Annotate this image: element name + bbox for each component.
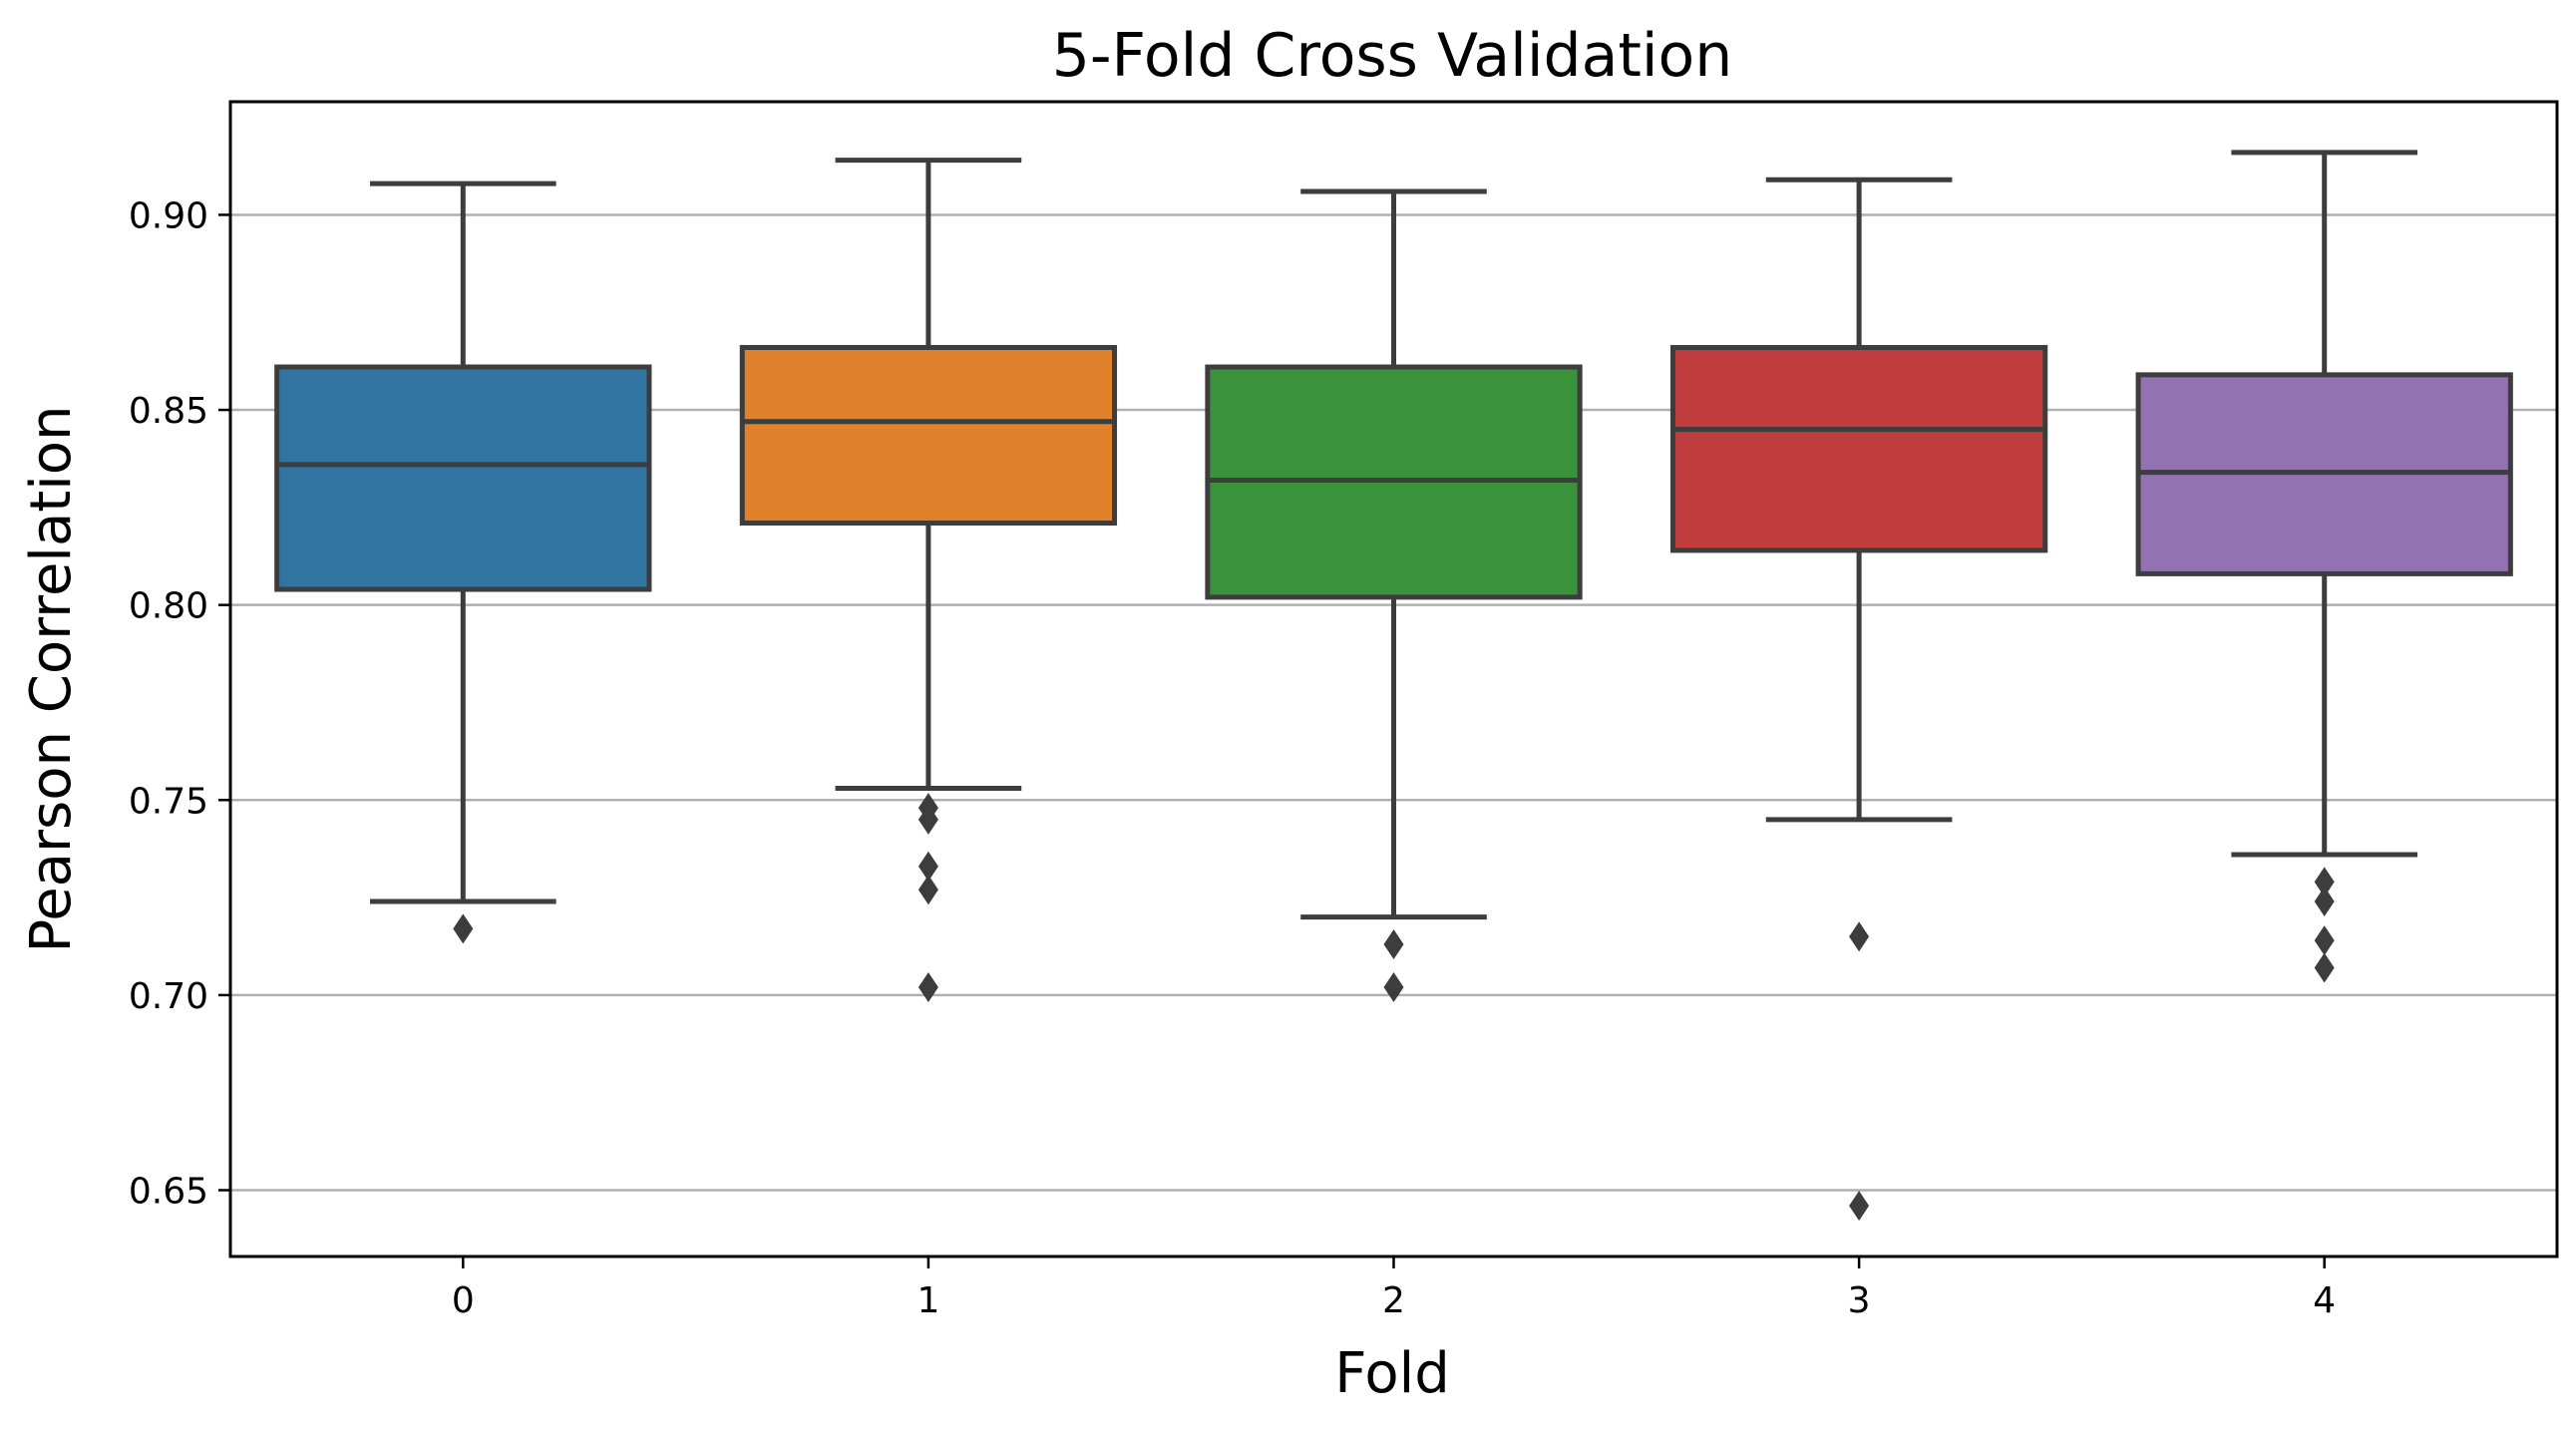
box-iqr — [739, 344, 1118, 527]
outlier-point — [1383, 972, 1404, 1003]
outlier-point — [2314, 867, 2335, 897]
box-fold-2 — [1205, 188, 1583, 1003]
x-tick-label: 0 — [452, 1280, 475, 1321]
y-tick-label: 0.85 — [129, 391, 208, 432]
box-fold-0 — [274, 180, 652, 944]
outlier-point — [918, 851, 938, 882]
box-iqr — [1669, 344, 2048, 553]
box-series — [274, 150, 2513, 1222]
outlier-point — [1849, 1191, 1870, 1222]
outlier-point — [2314, 925, 2335, 956]
x-tick-label: 1 — [917, 1280, 939, 1321]
box-iqr — [274, 364, 652, 592]
outlier-point — [918, 804, 938, 835]
y-axis: 0.65 0.70 0.75 0.80 0.85 0.90 — [129, 195, 230, 1212]
box-fold-1 — [739, 158, 1118, 1003]
outlier-point — [2314, 952, 2335, 983]
outlier-point — [918, 875, 938, 905]
x-axis-label: Fold — [1334, 1341, 1450, 1406]
y-tick-label: 0.70 — [129, 976, 208, 1017]
box-fold-3 — [1669, 177, 2048, 1222]
x-tick-label: 4 — [2313, 1280, 2336, 1321]
y-tick-label: 0.65 — [129, 1171, 208, 1212]
y-tick-label: 0.80 — [129, 586, 208, 627]
outlier-point — [453, 913, 474, 944]
x-axis: 0 1 2 3 4 — [452, 1256, 2336, 1321]
x-tick-label: 3 — [1848, 1280, 1871, 1321]
y-axis-label: Pearson Correlation — [19, 405, 84, 952]
y-tick-label: 0.90 — [129, 195, 208, 236]
outlier-point — [918, 972, 938, 1003]
outlier-point — [1849, 921, 1870, 952]
x-tick-label: 2 — [1382, 1280, 1405, 1321]
box-fold-4 — [2135, 150, 2513, 983]
outlier-point — [1383, 929, 1404, 960]
chart-title: 5-Fold Cross Validation — [1052, 21, 1733, 91]
outlier-point — [2314, 886, 2335, 916]
y-tick-label: 0.75 — [129, 781, 208, 822]
